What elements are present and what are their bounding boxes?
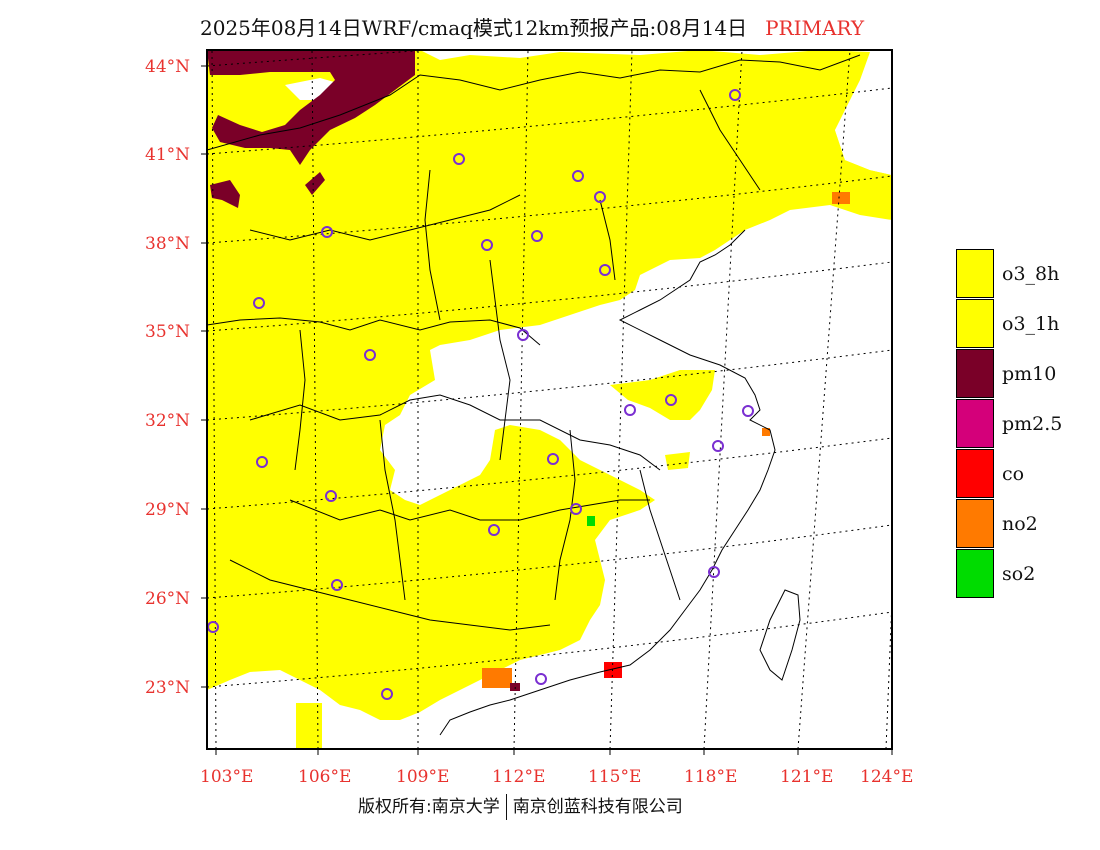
map-title: 2025年08月14日WRF/cmaq模式12km预报产品:08月14日 PRIM… xyxy=(200,12,864,41)
copyright-footer: 版权所有:南京大学 南京创蓝科技有限公司 xyxy=(358,792,683,820)
lon-label: 112°E xyxy=(492,767,545,787)
station-marker xyxy=(517,329,529,341)
legend-swatch xyxy=(956,549,994,598)
legend-item-pm10: pm10 xyxy=(956,349,1100,399)
legend-swatch xyxy=(956,399,994,448)
pollutant-legend: o3_8h o3_1h pm10 pm2.5 co no2 so2 xyxy=(956,249,1100,599)
o3-coverage-region xyxy=(207,50,892,720)
legend-swatch xyxy=(956,449,994,498)
station-marker xyxy=(256,456,268,468)
primary-tag: PRIMARY xyxy=(765,16,865,40)
lon-label: 121°E xyxy=(780,767,833,787)
station-marker xyxy=(599,264,611,276)
so2-patch xyxy=(587,516,595,526)
lon-label: 115°E xyxy=(588,767,641,787)
legend-label: pm10 xyxy=(1002,363,1057,385)
station-marker xyxy=(712,440,724,452)
lat-label: 35°N xyxy=(145,322,190,342)
taiwan-outline xyxy=(759,589,801,681)
lon-label: 109°E xyxy=(396,767,449,787)
no2-patch-northeast xyxy=(832,192,850,204)
station-marker xyxy=(364,349,376,361)
station-marker xyxy=(624,404,636,416)
legend-swatch xyxy=(956,349,994,398)
legend-item-pm25: pm2.5 xyxy=(956,399,1100,449)
coastline xyxy=(439,229,776,736)
station-marker xyxy=(481,239,493,251)
station-marker xyxy=(453,153,465,165)
legend-item-o3-8h: o3_8h xyxy=(956,249,1100,299)
legend-label: co xyxy=(1002,463,1025,485)
longitude-labels: 103°E 106°E 109°E 112°E 115°E 118°E 121°… xyxy=(200,767,913,787)
no2-patch-shanghai xyxy=(762,428,770,436)
lat-label: 23°N xyxy=(145,678,190,698)
station-marker xyxy=(331,579,343,591)
latitude-gridlines xyxy=(207,50,892,688)
legend-item-o3-1h: o3_1h xyxy=(956,299,1100,349)
legend-label: no2 xyxy=(1002,513,1038,535)
station-marker xyxy=(531,230,543,242)
o3-coverage-central-east xyxy=(610,370,715,420)
title-text: 2025年08月14日WRF/cmaq模式12km预报产品:08月14日 xyxy=(200,16,748,40)
no2-patch-guangzhou xyxy=(482,668,512,688)
pm10-spot-north xyxy=(305,172,325,195)
legend-swatch xyxy=(956,499,994,548)
clear-area-east xyxy=(835,50,892,175)
co-patch-shantou xyxy=(604,662,622,678)
station-marker xyxy=(381,688,393,700)
station-marker xyxy=(321,226,333,238)
station-marker xyxy=(325,490,337,502)
legend-item-co: co xyxy=(956,449,1100,499)
lat-label: 44°N xyxy=(145,57,190,77)
lon-label: 124°E xyxy=(860,767,913,787)
legend-label: o3_8h xyxy=(1002,263,1060,285)
legend-item-so2: so2 xyxy=(956,549,1100,599)
latitude-labels: 44°N 41°N 38°N 35°N 32°N 29°N 26°N 23°N xyxy=(145,57,190,698)
legend-item-no2: no2 xyxy=(956,499,1100,549)
station-markers xyxy=(207,89,754,700)
lon-label: 106°E xyxy=(298,767,351,787)
pm10-patch-south xyxy=(510,683,520,691)
station-marker xyxy=(570,503,582,515)
station-marker xyxy=(594,191,606,203)
copyright-text: 版权所有:南京大学 xyxy=(358,797,500,817)
legend-label: o3_1h xyxy=(1002,313,1060,335)
station-marker xyxy=(535,673,547,685)
legend-swatch xyxy=(956,299,994,348)
longitude-gridlines xyxy=(211,50,892,749)
station-marker xyxy=(665,394,677,406)
footer-separator xyxy=(505,794,507,820)
station-marker xyxy=(708,566,720,578)
lat-label: 38°N xyxy=(145,234,190,254)
pm10-spot-west xyxy=(210,180,240,208)
map-frame-border xyxy=(206,49,893,750)
station-marker xyxy=(547,453,559,465)
lon-label: 103°E xyxy=(200,767,253,787)
station-marker xyxy=(572,170,584,182)
lon-label: 118°E xyxy=(684,767,737,787)
legend-label: pm2.5 xyxy=(1002,413,1063,435)
company-text: 南京创蓝科技有限公司 xyxy=(512,797,683,817)
station-marker xyxy=(742,405,754,417)
boundary-lines xyxy=(207,54,861,736)
lat-label: 32°N xyxy=(145,411,190,431)
lat-label: 26°N xyxy=(145,589,190,609)
lat-label: 29°N xyxy=(145,500,190,520)
o3-coverage-south-blob xyxy=(296,703,322,749)
station-marker xyxy=(488,524,500,536)
lat-label: 41°N xyxy=(145,145,190,165)
legend-swatch xyxy=(956,249,994,298)
station-marker xyxy=(253,297,265,309)
axis-ticks xyxy=(201,65,893,755)
pm10-region xyxy=(207,50,415,165)
legend-label: so2 xyxy=(1002,563,1036,585)
station-marker xyxy=(729,89,741,101)
o3-coverage-yangtze xyxy=(665,452,690,470)
